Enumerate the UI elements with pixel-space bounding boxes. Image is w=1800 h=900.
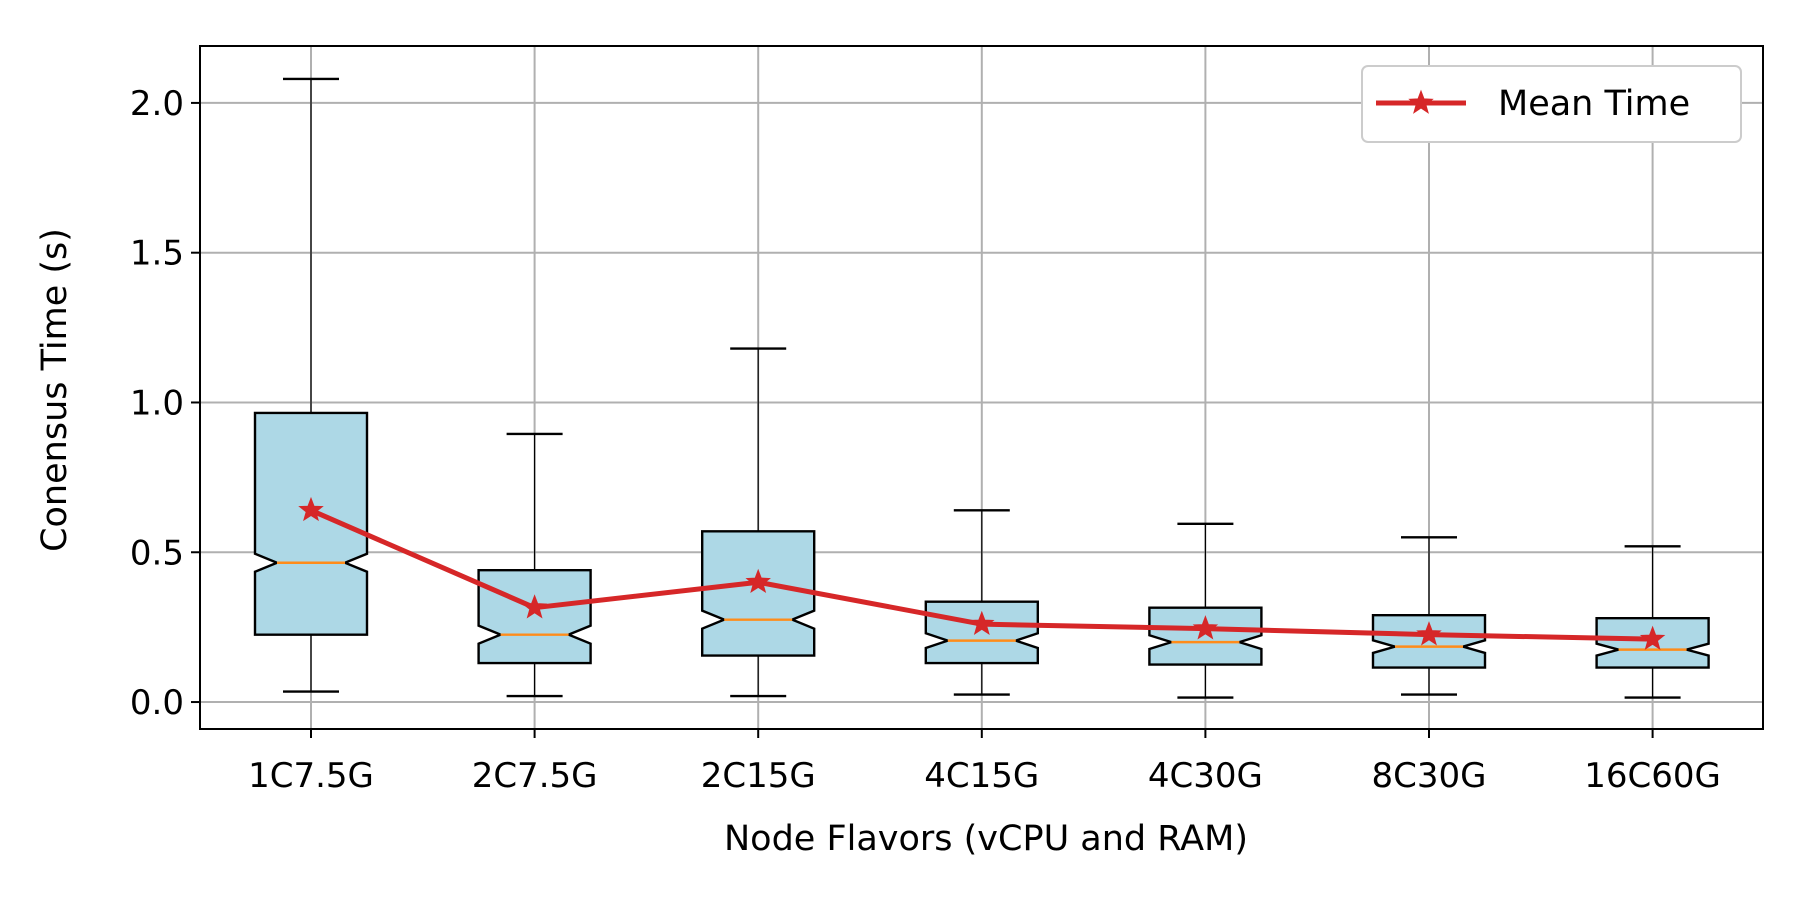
- box-body: [253, 411, 369, 636]
- box-2C15G: [701, 347, 816, 698]
- mean-point-4C15G: [969, 610, 995, 636]
- box-8C30G: [1371, 536, 1487, 696]
- y-tick-label: 1.5: [130, 234, 184, 274]
- x-tick-label: 4C30G: [1148, 756, 1263, 796]
- box-body: [477, 569, 592, 665]
- legend-label: Mean Time: [1498, 84, 1690, 124]
- y-tick-label: 0.0: [130, 683, 184, 723]
- x-tick-label: 8C30G: [1372, 756, 1487, 796]
- mean-point-2C15G: [745, 568, 771, 594]
- legend-frame: [1361, 65, 1742, 143]
- y-tick-label: 1.0: [130, 383, 184, 423]
- x-ticks: 1C7.5G 2C7.5G 2C15G 4C15G 4C30G 8C30G 16C60G: [248, 729, 1721, 796]
- mean-series: [298, 496, 1666, 650]
- y-axis-label: Conensus Time (s): [35, 228, 75, 552]
- box-2C7.5G: [477, 432, 592, 698]
- mean-point-8C30G: [1416, 621, 1442, 646]
- legend-star-marker: [1408, 89, 1434, 114]
- x-tick-label: 16C60G: [1584, 756, 1721, 796]
- box-16C60G: [1595, 545, 1710, 699]
- mean-point-4C30G: [1192, 615, 1219, 640]
- x-tick-label: 2C15G: [701, 756, 816, 796]
- x-tick-label: 4C15G: [924, 756, 1039, 796]
- box-body: [1371, 613, 1487, 669]
- y-tick-label: 2.0: [130, 84, 184, 124]
- box-4C15G: [924, 509, 1039, 696]
- x-tick-label: 2C7.5G: [472, 756, 598, 796]
- box-body: [1148, 606, 1263, 666]
- x-axis-label: Node Flavors (vCPU and RAM): [724, 819, 1248, 859]
- box-body: [701, 530, 816, 657]
- box-4C30G: [1148, 522, 1263, 699]
- y-ticks: 0.0 0.5 1.0 1.5 2.0: [130, 84, 200, 723]
- y-tick-label: 0.5: [130, 533, 184, 573]
- x-tick-label: 1C7.5G: [248, 756, 374, 796]
- boxes: [253, 77, 1710, 699]
- legend: Mean Time: [1361, 65, 1742, 143]
- mean-point-2C7.5G: [521, 594, 548, 619]
- mean-point-1C7.5G: [298, 496, 324, 522]
- mean-point-16C60G: [1639, 625, 1666, 650]
- box-1C7.5G: [253, 77, 369, 693]
